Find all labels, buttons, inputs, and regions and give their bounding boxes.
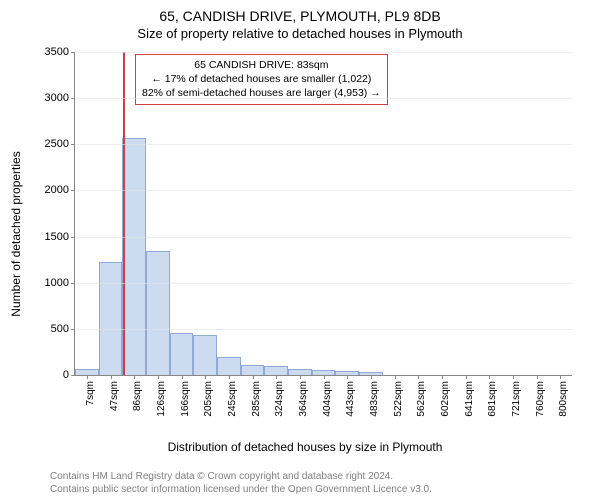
xtick-label: 245sqm bbox=[227, 381, 238, 417]
plot-area: 65 CANDISH DRIVE: 83sqm← 17% of detached… bbox=[74, 52, 572, 376]
xtick-label: 126sqm bbox=[156, 381, 167, 417]
y-axis-label: Number of detached properties bbox=[9, 151, 23, 316]
xtick-label: 602sqm bbox=[440, 381, 451, 417]
bar bbox=[99, 262, 123, 376]
xtick-mark bbox=[205, 375, 206, 379]
xtick-label: 800sqm bbox=[558, 381, 569, 417]
xtick-label: 324sqm bbox=[274, 381, 285, 417]
xtick-label: 86sqm bbox=[132, 381, 143, 411]
xtick-mark bbox=[276, 375, 277, 379]
xtick-mark bbox=[418, 375, 419, 379]
xtick-mark bbox=[229, 375, 230, 379]
ytick-label: 2500 bbox=[45, 138, 75, 150]
info-box: 65 CANDISH DRIVE: 83sqm← 17% of detached… bbox=[135, 54, 388, 105]
bar bbox=[122, 138, 146, 375]
ytick-label: 500 bbox=[51, 323, 75, 335]
gridline bbox=[75, 190, 572, 191]
xtick-mark bbox=[537, 375, 538, 379]
footer-line-2: Contains public sector information licen… bbox=[50, 484, 432, 497]
xtick-label: 47sqm bbox=[109, 381, 120, 411]
xtick-mark bbox=[466, 375, 467, 379]
xtick-label: 522sqm bbox=[393, 381, 404, 417]
xtick-mark bbox=[111, 375, 112, 379]
xtick-label: 166sqm bbox=[180, 381, 191, 417]
bar bbox=[217, 357, 241, 375]
xtick-label: 443sqm bbox=[345, 381, 356, 417]
marker-line bbox=[123, 52, 125, 375]
ytick-label: 1000 bbox=[45, 277, 75, 289]
xtick-label: 364sqm bbox=[298, 381, 309, 417]
x-axis-label: Distribution of detached houses by size … bbox=[168, 440, 443, 454]
xtick-label: 721sqm bbox=[511, 381, 522, 417]
xtick-mark bbox=[87, 375, 88, 379]
xtick-label: 760sqm bbox=[535, 381, 546, 417]
xtick-mark bbox=[560, 375, 561, 379]
footer: Contains HM Land Registry data © Crown c… bbox=[50, 471, 432, 496]
xtick-mark bbox=[324, 375, 325, 379]
xtick-mark bbox=[182, 375, 183, 379]
page-title: 65, CANDISH DRIVE, PLYMOUTH, PL9 8DB bbox=[0, 0, 600, 24]
info-box-line: ← 17% of detached houses are smaller (1,… bbox=[142, 72, 381, 86]
gridline bbox=[75, 283, 572, 284]
xtick-mark bbox=[347, 375, 348, 379]
xtick-mark bbox=[442, 375, 443, 379]
bar bbox=[146, 251, 170, 375]
xtick-mark bbox=[371, 375, 372, 379]
xtick-label: 562sqm bbox=[416, 381, 427, 417]
xtick-label: 641sqm bbox=[464, 381, 475, 417]
xtick-mark bbox=[253, 375, 254, 379]
ytick-label: 2000 bbox=[45, 184, 75, 196]
ytick-label: 1500 bbox=[45, 231, 75, 243]
footer-line-1: Contains HM Land Registry data © Crown c… bbox=[50, 471, 432, 484]
gridline bbox=[75, 144, 572, 145]
xtick-label: 483sqm bbox=[369, 381, 380, 417]
bar bbox=[264, 366, 288, 375]
ytick-label: 3000 bbox=[45, 92, 75, 104]
bar bbox=[170, 333, 194, 375]
xtick-mark bbox=[300, 375, 301, 379]
gridline bbox=[75, 98, 572, 99]
xtick-mark bbox=[158, 375, 159, 379]
bar bbox=[241, 365, 265, 375]
xtick-label: 205sqm bbox=[203, 381, 214, 417]
histogram-chart: Number of detached properties 65 CANDISH… bbox=[30, 44, 580, 424]
gridline bbox=[75, 329, 572, 330]
xtick-mark bbox=[395, 375, 396, 379]
info-box-line: 65 CANDISH DRIVE: 83sqm bbox=[142, 58, 381, 72]
ytick-label: 3500 bbox=[45, 46, 75, 58]
xtick-label: 681sqm bbox=[487, 381, 498, 417]
xtick-mark bbox=[489, 375, 490, 379]
page-subtitle: Size of property relative to detached ho… bbox=[0, 24, 600, 41]
ytick-label: 0 bbox=[63, 369, 75, 381]
gridline bbox=[75, 237, 572, 238]
gridline bbox=[75, 52, 572, 53]
xtick-label: 404sqm bbox=[322, 381, 333, 417]
xtick-label: 7sqm bbox=[85, 381, 96, 405]
xtick-mark bbox=[134, 375, 135, 379]
bar bbox=[193, 335, 217, 375]
xtick-mark bbox=[513, 375, 514, 379]
xtick-label: 285sqm bbox=[251, 381, 262, 417]
